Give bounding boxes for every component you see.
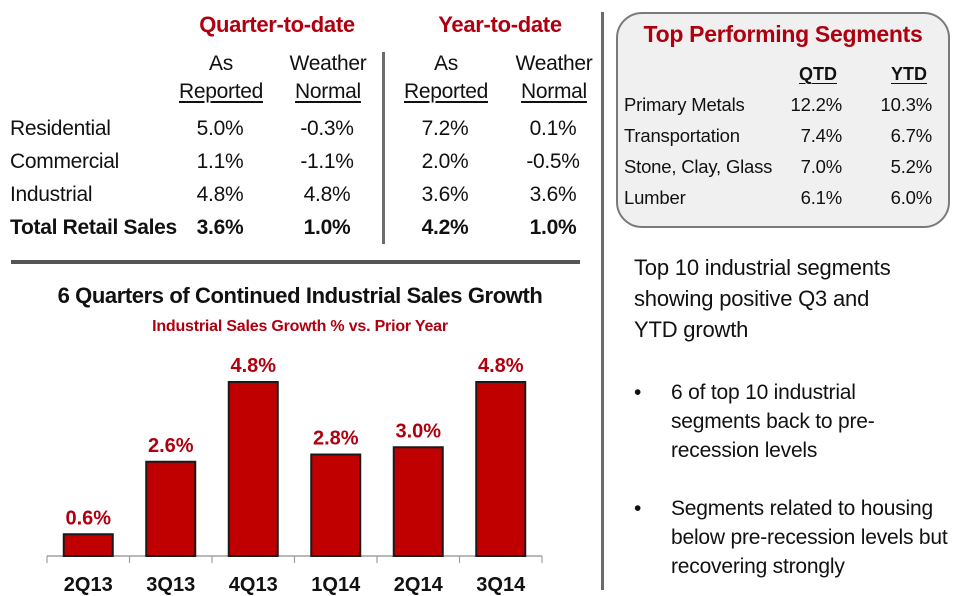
top-segments-header-qtd: QTD (799, 64, 837, 84)
x-tick-label: 2Q14 (394, 574, 444, 596)
row-label: Industrial (10, 183, 93, 206)
bar-data-label: 0.6% (65, 507, 111, 529)
table-column-divider (382, 52, 385, 244)
summary-headline: Top 10 industrial segments showing posit… (634, 252, 949, 345)
top-segments-header-ytd: YTD (891, 64, 927, 84)
row-label: Commercial (10, 150, 120, 173)
segment-row: Primary Metals 12.2% 10.3% (624, 89, 934, 120)
col-header-qtd-as-reported: As Reported (175, 50, 267, 106)
segment-row: Lumber 6.1% 6.0% (624, 182, 934, 213)
chart-title: 6 Quarters of Continued Industrial Sales… (57, 283, 543, 308)
table-cell: 0.1% (529, 117, 577, 140)
bullet-line: recession levels (671, 439, 818, 462)
bar-data-label: 2.8% (313, 428, 359, 450)
bar-2Q14 (392, 446, 444, 557)
bar-3Q13 (145, 460, 197, 557)
segment-label: Stone, Clay, Glass (624, 156, 773, 177)
headline-line: Top 10 industrial segments (634, 255, 891, 280)
group-header-qtd: Quarter-to-date (199, 12, 355, 37)
segment-qtd: 6.1% (800, 187, 843, 208)
section-divider-horizontal (11, 260, 580, 264)
top-segments-panel: Top Performing Segments QTD YTD Primary … (616, 12, 950, 228)
col-header-line2: Normal (295, 80, 361, 103)
x-tick-label: 4Q13 (229, 574, 278, 596)
table-cell: -0.3% (300, 117, 354, 140)
table-row: Industrial 4.8% 4.8% 3.6% 3.6% (10, 178, 590, 211)
bullet-line: below pre-recession levels but (671, 526, 948, 549)
segment-qtd: 7.0% (800, 156, 843, 177)
col-header-line2: Reported (179, 80, 263, 103)
headline-line: YTD growth (634, 317, 749, 342)
bullet-icon: • (634, 381, 642, 404)
row-label: Total Retail Sales (10, 216, 177, 239)
table-cell: -0.5% (526, 150, 580, 173)
bar-4Q13 (227, 381, 279, 557)
col-header-line1: Weather (515, 52, 593, 75)
bullet-icon: • (634, 497, 642, 520)
segment-ytd: 10.3% (880, 94, 933, 115)
table-row: Commercial 1.1% -1.1% 2.0% -0.5% (10, 145, 590, 178)
group-header-ytd: Year-to-date (438, 12, 562, 37)
industrial-sales-bar-chart: 0.6% 2Q13 2.6% 3Q13 4.8% 4Q13 2.8% 1Q14 3.0% 2Q14… (46, 355, 543, 596)
chart-subtitle: Industrial Sales Growth % vs. Prior Year (152, 318, 448, 335)
bar-2Q13 (62, 533, 114, 557)
segment-row: Stone, Clay, Glass 7.0% 5.2% (624, 151, 934, 182)
col-header-ytd-as-reported: As Reported (400, 50, 492, 106)
table-row: Total Retail Sales 3.6% 1.0% 4.2% 1.0% (10, 211, 590, 244)
table-cell: 4.8% (196, 183, 244, 206)
col-header-line1: As (434, 52, 458, 75)
bullet-line: segments back to pre- (671, 410, 875, 433)
segment-label: Primary Metals (624, 94, 745, 115)
bullet-text: 6 of top 10 industrial segments back to … (671, 378, 955, 465)
segment-label: Transportation (624, 125, 740, 146)
table-cell: 3.6% (196, 216, 244, 239)
table-cell: 2.0% (421, 150, 469, 173)
bar-data-label: 4.8% (478, 355, 524, 377)
table-row: Residential 5.0% -0.3% 7.2% 0.1% (10, 112, 590, 145)
segment-ytd: 6.0% (890, 187, 933, 208)
table-cell: 4.2% (421, 216, 469, 239)
table-cell: 4.8% (303, 183, 351, 206)
x-tick-label: 3Q13 (146, 574, 195, 596)
col-header-line2: Normal (521, 80, 587, 103)
segment-qtd: 12.2% (790, 94, 843, 115)
headline-line: showing positive Q3 and (634, 286, 870, 311)
segment-label: Lumber (624, 187, 686, 208)
section-divider-vertical (601, 12, 604, 590)
summary-text: Top 10 industrial segments showing posit… (634, 252, 949, 345)
bullet-line: Segments related to housing (671, 497, 933, 520)
table-cell: -1.1% (300, 150, 354, 173)
segment-row: Transportation 7.4% 6.7% (624, 120, 934, 151)
x-tick-label: 3Q14 (476, 574, 526, 596)
col-header-line2: Reported (404, 80, 488, 103)
bar-3Q14 (475, 381, 527, 557)
table-cell: 1.0% (303, 216, 351, 239)
col-header-line1: As (209, 52, 233, 75)
table-cell: 3.6% (421, 183, 469, 206)
bar-data-label: 3.0% (395, 420, 441, 442)
segment-ytd: 5.2% (890, 156, 933, 177)
col-header-line1: Weather (289, 52, 367, 75)
table-cell: 3.6% (529, 183, 577, 206)
x-tick-label: 1Q14 (311, 574, 361, 596)
row-label: Residential (10, 117, 111, 140)
segment-qtd: 7.4% (800, 125, 843, 146)
segment-ytd: 6.7% (890, 125, 933, 146)
x-tick-label: 2Q13 (64, 574, 113, 596)
table-cell: 1.1% (196, 150, 244, 173)
top-segments-title: Top Performing Segments (643, 21, 923, 47)
bullet-line: 6 of top 10 industrial (671, 381, 856, 404)
bullet-line: recovering strongly (671, 555, 845, 578)
table-cell: 1.0% (529, 216, 577, 239)
table-cell: 7.2% (421, 117, 469, 140)
table-cell: 5.0% (196, 117, 244, 140)
col-header-ytd-weather-normal: Weather Normal (508, 50, 600, 106)
bar-data-label: 2.6% (148, 435, 194, 457)
bar-1Q14 (310, 453, 362, 557)
col-header-qtd-weather-normal: Weather Normal (282, 50, 374, 106)
bar-data-label: 4.8% (230, 355, 276, 377)
bullet-text: Segments related to housing below pre-re… (671, 494, 955, 581)
